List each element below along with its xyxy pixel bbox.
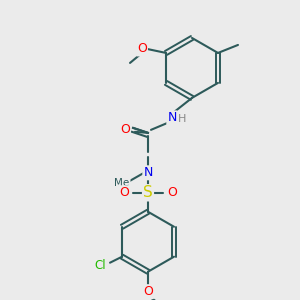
Text: O: O xyxy=(143,285,153,298)
Text: O: O xyxy=(137,42,147,56)
Text: S: S xyxy=(143,185,153,200)
Text: O: O xyxy=(120,123,130,136)
Text: N: N xyxy=(167,111,177,124)
Text: Cl: Cl xyxy=(94,259,106,272)
Text: H: H xyxy=(178,114,186,124)
Text: O: O xyxy=(119,186,129,199)
Text: O: O xyxy=(167,186,177,199)
Text: N: N xyxy=(143,166,153,179)
Text: Me: Me xyxy=(114,178,130,188)
